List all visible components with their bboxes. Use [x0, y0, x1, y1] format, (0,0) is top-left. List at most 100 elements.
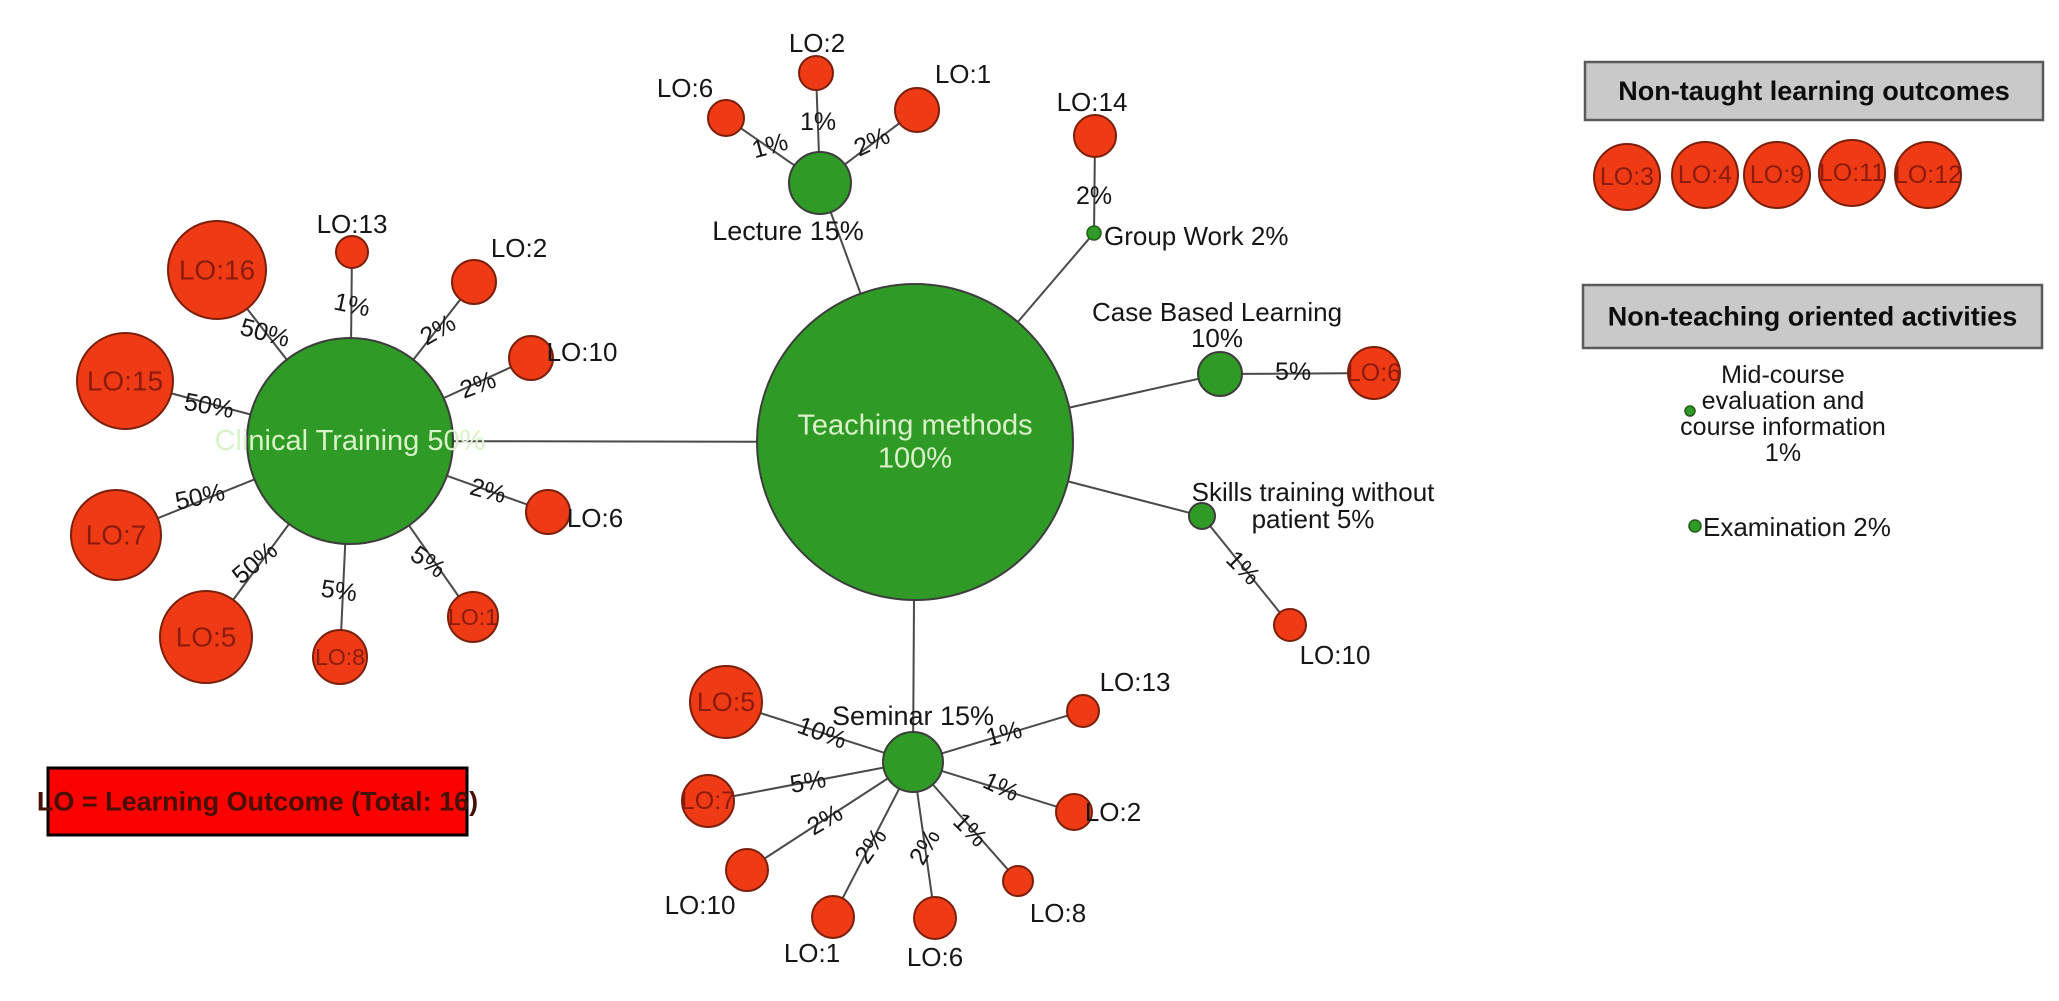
label-legend-lo3: LO:3: [1600, 163, 1654, 191]
edge-label-clinical-training-ct-lo13: 1%: [331, 288, 372, 323]
edge-seminar-sem-lo1: [841, 788, 901, 899]
label-lec-lo2: LO:2: [789, 28, 845, 58]
label-ct-lo5: LO:5: [176, 622, 237, 653]
label-sem-lo10: LO:10: [665, 890, 736, 920]
legend-header-non-teaching-label: Non-teaching oriented activities: [1608, 302, 2018, 332]
midcourse-note-line-0: Mid-course: [1721, 361, 1845, 389]
node-ct-lo1: [447, 591, 499, 643]
node-sem-lo13: [1066, 694, 1100, 728]
legend-header-non-teaching: [1581, 283, 2044, 350]
edge-teaching-methods-seminar: [912, 599, 915, 733]
edge-label-clinical-training-ct-lo15: 50%: [182, 388, 236, 424]
label-lec-lo1: LO:1: [935, 59, 991, 89]
edge-clinical-training-ct-lo1: [408, 524, 460, 598]
node-group-work: [1086, 225, 1102, 241]
edge-label-clinical-training-ct-lo10: 2%: [456, 366, 500, 405]
edge-teaching-methods-clinical-training: [452, 440, 758, 443]
label-ct-lo10: LO:10: [547, 337, 618, 367]
label-lec-lo6: LO:6: [657, 73, 713, 103]
label-legend-lo11: LO:11: [1819, 159, 1885, 187]
lo-abbreviation-note: [46, 766, 469, 837]
edge-clinical-training-ct-lo7: [157, 478, 255, 520]
midcourse-note-line-2: course information: [1680, 413, 1886, 441]
edge-teaching-methods-group-work: [1017, 237, 1091, 323]
edge-lecture-lec-lo2: [815, 89, 820, 153]
edge-label-lecture-lec-lo2: 1%: [800, 108, 836, 136]
label-ct-lo2: LO:2: [491, 233, 547, 263]
legend-header-non-taught-label: Non-taught learning outcomes: [1618, 76, 2010, 106]
node-legend-lo4: [1671, 141, 1739, 209]
label-sem-lo5: LO:5: [697, 687, 756, 717]
edge-clinical-training-ct-lo5: [232, 523, 290, 601]
label-examination-dot: Examination 2%: [1703, 512, 1891, 542]
edge-seminar-sem-lo13: [941, 714, 1068, 755]
node-ct-lo7: [70, 489, 162, 581]
node-examination-dot: [1688, 519, 1702, 533]
edge-skills-training-stw-lo10: [1209, 525, 1281, 614]
edge-label-seminar-sem-lo1: 2%: [849, 823, 893, 869]
node-ct-lo5: [159, 590, 253, 684]
edge-clinical-training-ct-lo10: [443, 366, 512, 400]
edge-label-seminar-sem-lo6: 2%: [904, 824, 946, 869]
legend-header-non-taught: [1583, 60, 2045, 122]
node-sem-lo10: [725, 848, 769, 892]
label-seminar: Seminar 15%: [832, 701, 994, 731]
label-ct-lo8: LO:8: [315, 644, 365, 670]
node-legend-lo12: [1894, 141, 1962, 209]
node-lec-lo6: [707, 99, 745, 137]
node-ct-lo15: [76, 332, 174, 430]
edge-clinical-training-ct-lo16: [246, 308, 288, 361]
node-ct-lo10: [508, 335, 554, 381]
edge-clinical-training-ct-lo15: [171, 392, 251, 416]
label-ct-lo6: LO:6: [567, 503, 623, 533]
node-lo14: [1073, 114, 1117, 158]
lo-abbreviation-note-label: LO = Learning Outcome (Total: 16): [37, 787, 478, 817]
edge-seminar-sem-lo7: [733, 766, 884, 798]
edge-seminar-sem-lo8: [932, 783, 1009, 871]
label-teaching-methods: 100%: [878, 443, 952, 475]
edge-teaching-methods-case-based-learning: [1068, 377, 1199, 409]
label-lecture: Lecture 15%: [712, 216, 864, 246]
node-legend-lo3: [1593, 143, 1661, 211]
label-sem-lo6: LO:6: [907, 942, 963, 972]
node-sem-lo5: [689, 665, 763, 739]
edge-clinical-training-ct-lo2: [412, 298, 462, 361]
label-cbl-lo6: LO:6: [1347, 359, 1401, 387]
edge-seminar-sem-lo6: [916, 791, 934, 898]
node-legend-lo9: [1743, 141, 1811, 209]
node-lec-lo1: [894, 87, 940, 133]
node-cbl-lo6: [1347, 346, 1401, 400]
edge-clinical-training-ct-lo6: [446, 474, 528, 506]
node-case-based-learning: [1197, 351, 1243, 397]
label-skills-training: Skills training without: [1192, 477, 1436, 507]
edge-group-work-lo14: [1093, 156, 1096, 227]
label-sem-lo1: LO:1: [784, 938, 840, 968]
edge-label-clinical-training-ct-lo7: 50%: [173, 478, 228, 516]
label-ct-lo7: LO:7: [86, 520, 147, 551]
edge-label-seminar-sem-lo10: 2%: [802, 799, 847, 841]
node-skills-training: [1188, 502, 1216, 530]
midcourse-note-line-1: evaluation and: [1702, 387, 1865, 415]
node-lecture: [788, 151, 852, 215]
node-lec-lo2: [798, 55, 834, 91]
label-ct-lo15: LO:15: [87, 366, 163, 397]
edge-label-case-based-learning-cbl-lo6: 5%: [1275, 358, 1311, 386]
label-ct-lo16: LO:16: [179, 255, 255, 286]
label-case-based-learning: Case Based Learning: [1092, 297, 1342, 327]
edge-clinical-training-ct-lo13: [350, 267, 353, 339]
label-clinical-training: Clinical Training 50%: [215, 425, 486, 457]
node-seminar: [882, 731, 944, 793]
node-midcourse-dot: [1684, 405, 1696, 417]
node-ct-lo16: [167, 220, 267, 320]
edge-label-seminar-sem-lo7: 5%: [788, 765, 828, 799]
edge-seminar-sem-lo2: [941, 769, 1058, 808]
node-sem-lo7: [681, 774, 735, 828]
label-legend-lo4: LO:4: [1678, 161, 1732, 189]
node-teaching-methods: [756, 283, 1074, 601]
node-clinical-training: [246, 337, 454, 545]
node-ct-lo2: [451, 259, 497, 305]
label-group-work: Group Work 2%: [1104, 221, 1288, 251]
label-legend-lo12: LO:12: [1894, 161, 1962, 189]
edge-seminar-sem-lo10: [764, 777, 889, 860]
